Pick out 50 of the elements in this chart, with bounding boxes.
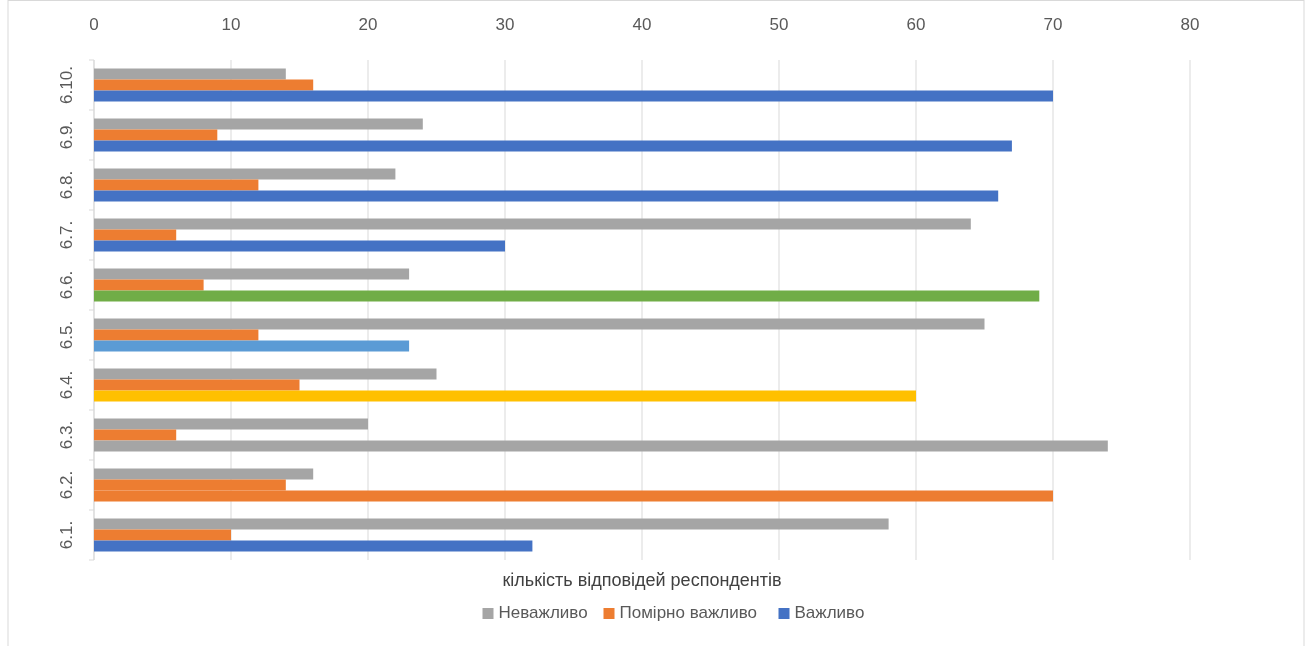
bar (94, 229, 177, 241)
bar (94, 140, 1012, 152)
bar (94, 190, 999, 202)
x-tick-label: 40 (632, 15, 652, 34)
legend-label: Неважливо (498, 603, 588, 623)
bar (94, 279, 204, 291)
x-tick-label: 70 (1043, 15, 1063, 34)
bar (94, 379, 300, 391)
x-tick-label: 10 (221, 15, 241, 34)
legend-label: Важливо (794, 603, 865, 623)
bar (94, 68, 286, 80)
x-tick-label: 50 (769, 15, 789, 34)
bar (94, 468, 314, 480)
bar (94, 268, 410, 280)
y-tick-label: 6.5. (57, 320, 77, 350)
x-tick-label: 0 (89, 15, 99, 34)
x-tick-label: 20 (358, 15, 378, 34)
y-tick-label: 6.10. (57, 66, 77, 104)
y-tick-label: 6.7. (57, 220, 77, 250)
bar (94, 540, 533, 552)
bar (94, 529, 231, 541)
bar (94, 329, 259, 341)
bar (94, 179, 259, 191)
bar (94, 79, 314, 91)
y-tick-label: 6.6. (57, 270, 77, 300)
bar (94, 518, 889, 530)
x-axis-title: кількість відповідей респондентів (502, 570, 782, 590)
y-tick-label: 6.4. (57, 370, 77, 400)
y-tick-label: 6.3. (57, 420, 77, 450)
bar (94, 290, 1040, 302)
y-tick-label: 6.9. (57, 120, 77, 150)
x-tick-label: 60 (906, 15, 926, 34)
bar (94, 390, 916, 402)
bar (94, 168, 396, 180)
bar (94, 418, 368, 430)
bar (94, 218, 971, 230)
bar (94, 318, 985, 330)
x-tick-label: 30 (495, 15, 515, 34)
y-tick-label: 6.8. (57, 170, 77, 200)
bar (94, 90, 1053, 102)
bar (94, 240, 505, 252)
legend-label: Помірно важливо (619, 603, 758, 623)
bar (94, 368, 437, 380)
y-tick-label: 6.1. (57, 520, 77, 550)
bar (94, 340, 410, 352)
x-tick-label: 80 (1180, 15, 1200, 34)
bar (94, 429, 177, 441)
bar (94, 129, 218, 141)
bar (94, 118, 423, 130)
y-tick-label: 6.2. (57, 470, 77, 500)
